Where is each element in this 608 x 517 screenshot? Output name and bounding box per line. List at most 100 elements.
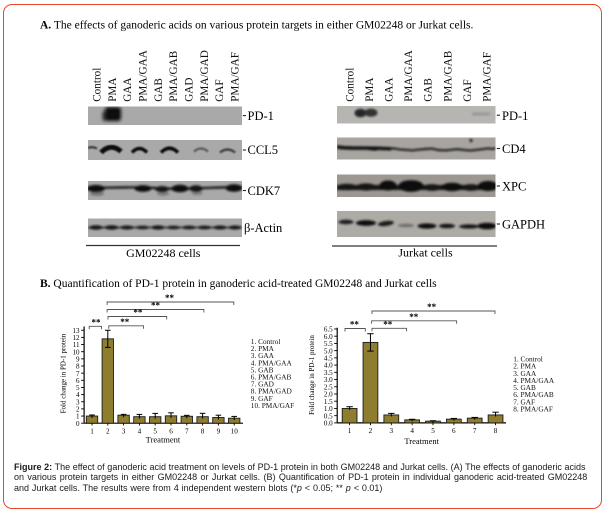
- svg-text:**: **: [151, 301, 161, 311]
- svg-text:0.5: 0.5: [324, 412, 333, 420]
- svg-text:Control: Control: [344, 68, 356, 102]
- svg-text:CCL5: CCL5: [248, 143, 279, 157]
- svg-text:4: 4: [76, 391, 80, 399]
- svg-text:8. PMA/GAD: 8. PMA/GAD: [251, 387, 292, 396]
- svg-text:2: 2: [369, 427, 373, 435]
- svg-text:3.0: 3.0: [324, 376, 333, 384]
- svg-text:4. PMA/GAA: 4. PMA/GAA: [251, 358, 293, 367]
- svg-text:7: 7: [473, 427, 477, 435]
- svg-text:**: **: [120, 317, 130, 327]
- svg-text:6. PMA/GAB: 6. PMA/GAB: [513, 390, 554, 399]
- svg-text:8: 8: [201, 427, 205, 435]
- svg-text:Jurkat cells: Jurkat cells: [398, 246, 453, 260]
- svg-text:GAB: GAB: [423, 78, 435, 102]
- svg-text:12: 12: [73, 334, 81, 342]
- svg-text:**: **: [92, 317, 102, 327]
- svg-text:PMA/GAD: PMA/GAD: [199, 50, 211, 102]
- svg-text:4: 4: [410, 427, 414, 435]
- svg-text:5: 5: [153, 427, 157, 435]
- svg-text:6: 6: [452, 427, 456, 435]
- svg-text:1.0: 1.0: [324, 405, 333, 413]
- svg-text:**: **: [427, 302, 437, 312]
- svg-text:Treatment: Treatment: [404, 436, 439, 446]
- svg-text:1.5: 1.5: [324, 398, 333, 406]
- svg-text:5: 5: [431, 427, 435, 435]
- svg-text:10: 10: [73, 348, 81, 356]
- svg-text:5. GAB: 5. GAB: [513, 383, 536, 392]
- svg-text:A. The effects of ganoderic ac: A. The effects of ganoderic acids on var…: [40, 20, 473, 32]
- svg-text:2.5: 2.5: [324, 383, 333, 391]
- svg-text:GAF: GAF: [462, 79, 474, 101]
- svg-text:11: 11: [73, 341, 80, 349]
- svg-text:Treatment: Treatment: [146, 434, 181, 444]
- svg-text:β-Actin: β-Actin: [244, 221, 283, 235]
- svg-text:1. Control: 1. Control: [513, 355, 543, 364]
- svg-text:**: **: [165, 293, 175, 303]
- svg-text:5.5: 5.5: [324, 340, 333, 348]
- svg-text:3: 3: [76, 398, 80, 406]
- svg-text:GAB: GAB: [153, 78, 165, 102]
- svg-text:XPC: XPC: [502, 179, 526, 193]
- svg-text:4.5: 4.5: [324, 354, 333, 362]
- svg-text:3.5: 3.5: [324, 369, 333, 377]
- svg-text:5. GAB: 5. GAB: [251, 365, 274, 374]
- svg-text:7. GAD: 7. GAD: [251, 380, 274, 389]
- svg-text:2. PMA: 2. PMA: [513, 362, 537, 371]
- svg-text:**: **: [383, 319, 393, 329]
- svg-text:GAD: GAD: [183, 78, 195, 102]
- svg-text:8: 8: [494, 427, 498, 435]
- svg-text:13: 13: [73, 327, 81, 335]
- svg-text:CD4: CD4: [502, 142, 526, 156]
- svg-text:PMA/GAF: PMA/GAF: [230, 52, 242, 102]
- svg-text:PMA/GAF: PMA/GAF: [482, 52, 494, 102]
- svg-text:3. GAA: 3. GAA: [513, 369, 537, 378]
- svg-text:6.0: 6.0: [324, 333, 333, 341]
- svg-text:4.0: 4.0: [324, 362, 333, 370]
- svg-text:GM02248 cells: GM02248 cells: [126, 246, 201, 260]
- svg-text:GAA: GAA: [384, 78, 396, 102]
- svg-text:6. PMA/GAB: 6. PMA/GAB: [251, 373, 292, 382]
- svg-text:4. PMA/GAA: 4. PMA/GAA: [513, 376, 555, 385]
- svg-text:1: 1: [348, 427, 352, 435]
- svg-text:2.0: 2.0: [324, 391, 333, 399]
- svg-text:8: 8: [76, 363, 80, 371]
- svg-text:7: 7: [76, 370, 80, 378]
- svg-text:5: 5: [76, 384, 80, 392]
- svg-text:3. GAA: 3. GAA: [251, 351, 275, 360]
- svg-text:**: **: [409, 312, 419, 322]
- svg-text:10. PMA/GAF: 10. PMA/GAF: [251, 401, 294, 410]
- svg-text:1. Control: 1. Control: [251, 337, 281, 346]
- svg-text:2. PMA: 2. PMA: [251, 344, 275, 353]
- svg-text:PD-1: PD-1: [502, 109, 528, 123]
- svg-text:9. GAF: 9. GAF: [251, 394, 273, 403]
- svg-text:7: 7: [185, 427, 189, 435]
- svg-text:5.0: 5.0: [324, 347, 333, 355]
- svg-text:0: 0: [76, 420, 80, 428]
- svg-text:PMA: PMA: [107, 78, 119, 102]
- svg-text:6: 6: [169, 427, 173, 435]
- svg-text:3: 3: [390, 427, 394, 435]
- svg-text:Fold change in PD-1 protein: Fold change in PD-1 protein: [60, 333, 68, 413]
- svg-text:1: 1: [76, 413, 80, 421]
- svg-text:9: 9: [76, 355, 80, 363]
- svg-text:0.0: 0.0: [324, 420, 333, 428]
- svg-text:PMA/GAB: PMA/GAB: [442, 51, 454, 102]
- svg-text:GAF: GAF: [214, 79, 226, 101]
- svg-text:Fold change in PD-1 protein: Fold change in PD-1 protein: [308, 335, 316, 415]
- svg-text:10: 10: [231, 427, 239, 435]
- svg-text:GAPDH: GAPDH: [502, 217, 545, 231]
- svg-text:B. Quantification of PD-1 prot: B. Quantification of PD-1 protein in gan…: [40, 278, 437, 290]
- svg-text:GAA: GAA: [122, 78, 134, 102]
- svg-text:PMA/GAA: PMA/GAA: [137, 50, 149, 102]
- svg-text:2: 2: [76, 406, 80, 414]
- svg-text:Control: Control: [91, 68, 103, 102]
- svg-text:**: **: [133, 308, 143, 318]
- svg-text:PMA/GAA: PMA/GAA: [403, 50, 415, 102]
- svg-text:CDK7: CDK7: [248, 184, 281, 198]
- svg-text:1: 1: [90, 427, 94, 435]
- svg-text:6.5: 6.5: [324, 326, 333, 334]
- svg-text:8. PMA/GAF: 8. PMA/GAF: [513, 404, 553, 413]
- svg-text:7. GAF: 7. GAF: [513, 397, 535, 406]
- svg-text:2: 2: [106, 427, 110, 435]
- svg-text:PMA/GAB: PMA/GAB: [168, 51, 180, 102]
